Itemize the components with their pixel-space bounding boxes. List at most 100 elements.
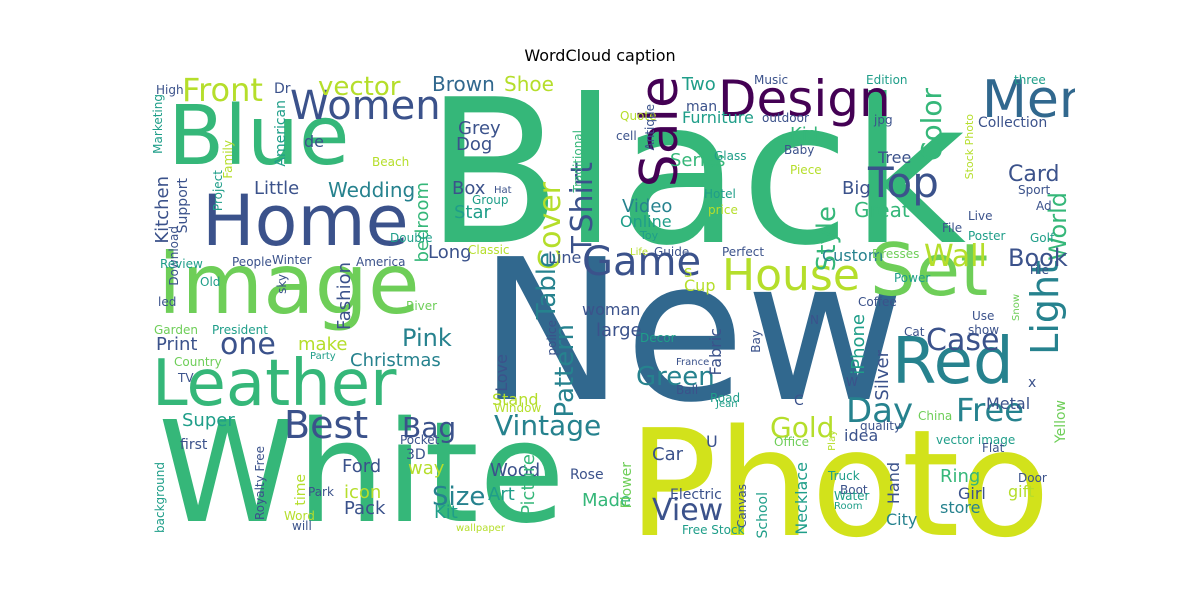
word-garden: Garden [154,323,198,337]
word-wood: Wood [490,460,541,481]
word-dog: Dog [456,134,493,155]
word-made: Made [582,490,632,511]
word-cup: Cup [684,276,716,295]
word-color: Color [915,88,948,162]
word-grey: Grey [458,118,501,139]
word-download: Download [167,226,181,286]
word-party: Party [310,351,336,362]
word-fashion: Fashion [334,262,355,330]
word-dr: Dr [274,81,291,97]
word-day: Day [846,391,914,431]
word-toy: Toy [640,229,659,242]
word-size: Size [432,482,486,512]
word-big: Big [842,178,871,199]
word-time: time [293,474,309,506]
word-brown: Brown [432,74,495,96]
word-video: Video [622,196,673,217]
word-way: way [408,458,445,479]
word-china: China [918,409,953,423]
word-photo: Photo [628,398,1051,539]
word-red: Red [892,325,1014,399]
word-free-stock: Free Stock [682,523,745,537]
word-golf: Golf [1030,231,1055,245]
word-3d: 3D [406,447,426,463]
word-life: Life [630,247,649,258]
word-use: Use [972,309,995,323]
word-furniture: Furniture [682,108,754,127]
word-coffee: Coffee [858,295,897,309]
word-ad: Ad [1036,199,1052,213]
word-three: three [1014,74,1046,87]
word-men: Men [982,74,1075,130]
word-canvas: Canvas [735,484,749,529]
word-beach: Beach [372,155,410,169]
word-vector: vector [318,74,401,102]
word-bag: Bag [402,411,457,444]
word-green: Green [636,362,715,392]
word-rose: Rose [570,467,604,483]
word-marketing: Marketing [151,94,165,154]
word-perfect: Perfect [722,245,765,259]
word-first: first [180,437,208,453]
word-price: price [708,203,738,217]
word-electric: Electric [670,487,722,503]
word-tree: Tree [878,148,912,167]
word-pack: Pack [344,498,386,519]
word-s: s [684,262,693,281]
word-bay: Bay [749,330,763,353]
word-winter: Winter [272,253,312,267]
word-home: Home [202,180,409,262]
word-necklace: Necklace [792,462,811,535]
word-gift: gift [1008,482,1035,501]
word-wall: Wall [924,239,987,274]
word-car: Car [652,444,683,465]
word-little: Little [254,178,300,199]
word-edition: Edition [866,74,908,87]
word-room: Room [834,501,863,512]
word-ford: Ford [342,456,382,477]
word-set: Set [870,228,989,312]
word-man: man [686,99,718,115]
word-star: Star [454,202,491,223]
word-france: France [676,357,710,368]
word-blue: Blue [168,89,350,184]
word-new: New [478,218,906,446]
word-door: Door [1018,471,1047,485]
word-file: File [942,221,963,235]
word-tv: TV [178,371,194,385]
word-top: Top [868,158,939,207]
word-card: Card [1008,162,1060,187]
word-background: background [153,462,167,533]
word-road: Road [710,391,741,405]
word-wallpaper: wallpaper [456,523,505,534]
word-vector-image: vector image [936,433,1016,447]
word-sky: sky [275,274,289,294]
word-x: x [1028,375,1037,391]
word-make: make [298,334,348,355]
word-game: Game [582,239,702,285]
word-great: Great [854,198,910,222]
word-long: Long [428,242,472,263]
word-vintage: Vintage [494,409,602,442]
word-school: School [755,492,771,539]
word-live: Live [968,209,993,223]
word-house: House [722,250,860,301]
word-city: City [886,510,918,529]
word-cell: cell [616,129,637,143]
word-window: Window [494,401,542,415]
word-project: Project [211,170,225,212]
word-word: Word [284,509,315,523]
word-stock-photo: Stock Photo [963,114,976,180]
word-music: Music [754,74,789,87]
word-silver: Silver [872,350,893,401]
word-america: America [356,255,406,269]
word-people: People [232,255,272,269]
word-hotel: Hotel [704,187,736,201]
word-river: River [406,299,438,313]
word-flower: Flower [619,462,635,509]
word-art: Art [488,484,515,505]
word-president: President [212,323,268,337]
word-office: Office [774,435,810,449]
word-snow: Snow [1011,294,1022,321]
word-image: image [158,235,420,333]
